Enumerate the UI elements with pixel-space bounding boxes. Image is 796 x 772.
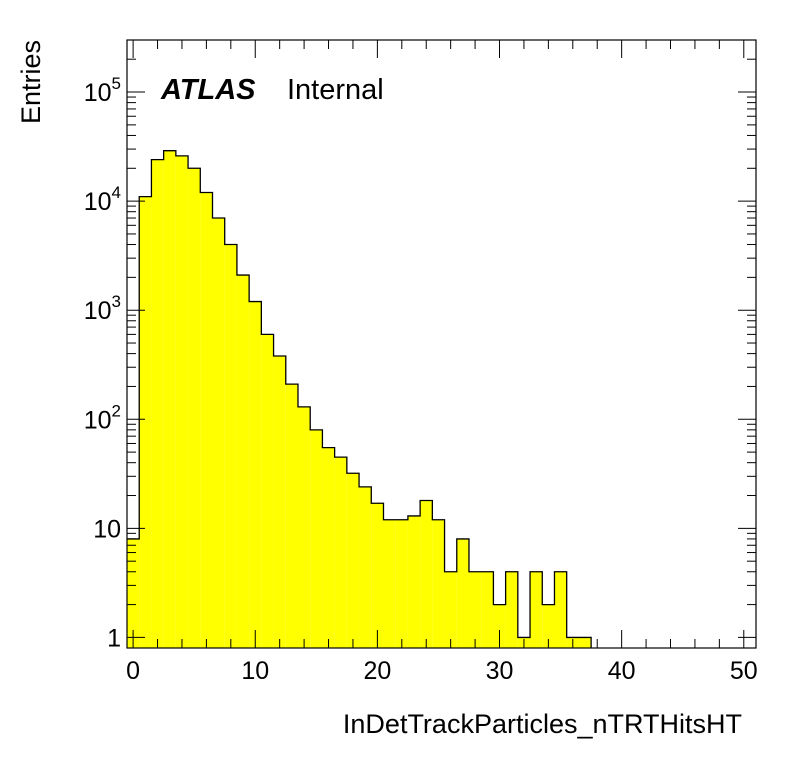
histogram-bin — [530, 571, 543, 648]
histogram-bin — [468, 571, 482, 648]
histogram-bin — [371, 503, 384, 648]
histogram-outline — [127, 150, 592, 648]
histogram-bin — [297, 406, 311, 648]
histogram-bin — [310, 429, 323, 648]
y-tick-label: 102 — [84, 401, 121, 434]
histogram-bin — [322, 447, 335, 648]
histogram-bin — [505, 571, 518, 648]
histogram-bin — [163, 150, 176, 648]
histogram-bin — [127, 538, 140, 648]
histogram-bin — [578, 637, 592, 648]
histogram-bin — [456, 538, 469, 648]
histogram-bin — [395, 519, 408, 648]
x-tick-label: 10 — [241, 657, 269, 685]
x-tick-label: 30 — [486, 657, 514, 685]
x-tick-label: 20 — [363, 657, 391, 685]
x-tick-label: 40 — [608, 657, 636, 685]
histogram-bin — [200, 192, 213, 648]
histogram-bin — [236, 275, 250, 648]
internal-label: Internal — [287, 74, 384, 106]
plot-frame — [126, 39, 757, 649]
histogram-bin — [188, 168, 201, 649]
histogram-bin — [432, 519, 445, 648]
histogram-bins — [127, 150, 592, 649]
y-tick-label: 1 — [107, 624, 121, 652]
x-tick-label: 50 — [730, 657, 758, 685]
histogram-bin — [175, 155, 189, 648]
x-tick-label: 0 — [126, 657, 140, 685]
histogram-bin — [542, 604, 555, 648]
x-axis-ticks: 0 10 20 30 40 50 — [126, 40, 758, 685]
y-tick-label: 10 — [93, 515, 121, 543]
histogram-bin — [481, 571, 494, 648]
histogram-bin — [273, 356, 286, 648]
histogram-bin — [261, 334, 274, 648]
histogram-bin — [407, 515, 421, 648]
plot-border — [126, 39, 757, 649]
histogram-bin — [554, 571, 567, 648]
histogram-bin — [224, 244, 237, 648]
histogram-bin — [334, 457, 347, 648]
histogram-bin — [285, 384, 298, 648]
histogram-bin — [444, 571, 457, 648]
histogram-bin — [151, 159, 164, 648]
atlas-label: ATLAS — [160, 74, 256, 106]
x-axis-title: InDetTrackParticles_nTRTHitsHT — [343, 709, 742, 739]
histogram-bin — [359, 486, 372, 648]
histogram-bin — [212, 218, 225, 648]
histogram-bin — [493, 604, 506, 648]
histogram-bin — [346, 473, 360, 648]
histogram-bin — [249, 301, 262, 648]
y-axis-title: Entries — [16, 40, 46, 124]
histogram-bin — [383, 519, 396, 648]
histogram-bin — [139, 196, 152, 648]
histogram-bin — [420, 500, 433, 648]
